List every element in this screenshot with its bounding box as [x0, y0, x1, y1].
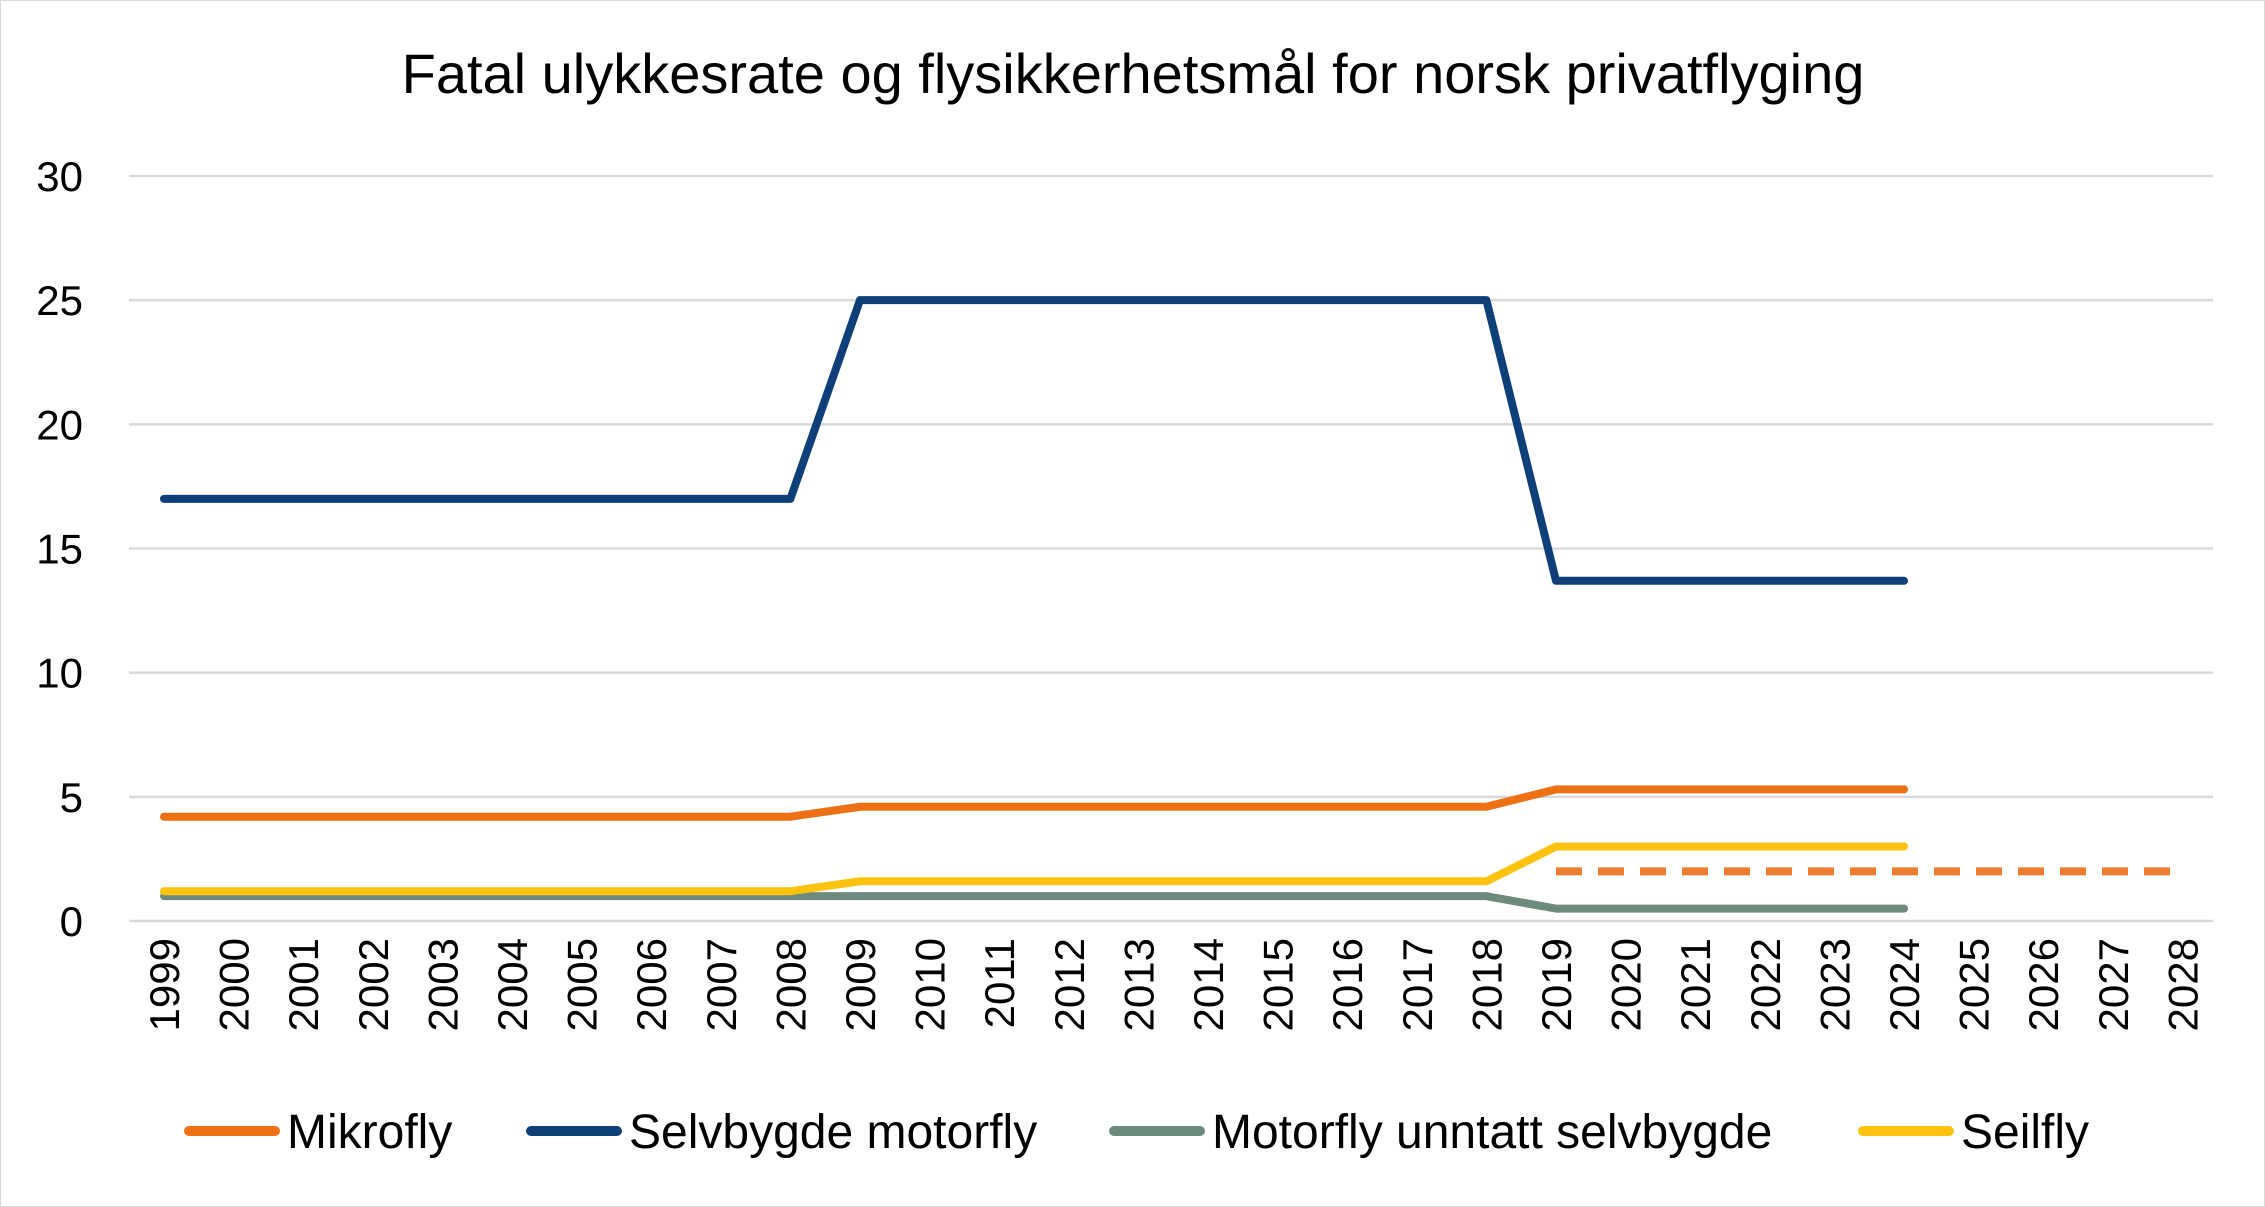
- y-tick-label: 30: [36, 153, 83, 200]
- x-tick-label: 2019: [1533, 938, 1580, 1031]
- x-tick-label: 2011: [976, 938, 1023, 1028]
- x-tick-label: 2002: [350, 938, 397, 1031]
- legend-label: Mikrofly: [287, 1106, 452, 1159]
- legend-label: Seilfly: [1961, 1106, 2089, 1159]
- x-tick-label: 1999: [141, 938, 188, 1031]
- x-tick-label: 2022: [1742, 938, 1789, 1031]
- x-tick-label: 2025: [1951, 938, 1998, 1031]
- x-tick-label: 2008: [767, 938, 814, 1031]
- x-tick-label: 2018: [1463, 938, 1510, 1031]
- x-tick-label: 2023: [1811, 938, 1858, 1031]
- x-tick-label: 2021: [1672, 938, 1719, 1031]
- x-axis: 1999 2000 2001 2002 2003 2004 2005 2006 2007 2008…: [141, 938, 2206, 1031]
- series-line-seilfly: [160, 842, 1908, 896]
- x-tick-label: 2004: [489, 938, 536, 1031]
- x-tick-label: 2003: [419, 938, 466, 1031]
- x-tick-label: 2015: [1255, 938, 1302, 1031]
- y-axis: 0 5 10 15 20 25 30: [36, 153, 83, 945]
- y-tick-label: 0: [60, 898, 83, 945]
- x-tick-label: 2020: [1603, 938, 1650, 1031]
- x-tick-label: 2010: [907, 938, 954, 1031]
- x-tick-label: 2009: [837, 938, 884, 1031]
- x-tick-label: 2001: [280, 938, 327, 1031]
- legend-label: Selvbygde motorfly: [629, 1106, 1037, 1159]
- x-tick-label: 2027: [2090, 938, 2137, 1031]
- x-tick-label: 2012: [1046, 938, 1093, 1031]
- legend: Mikrofly Selvbygde motorfly Motorfly unnta…: [184, 1106, 2089, 1159]
- y-tick-label: 5: [60, 774, 83, 821]
- y-tick-label: 10: [36, 650, 83, 697]
- x-tick-label: 2024: [1881, 938, 1928, 1031]
- series-layer: [160, 296, 2183, 913]
- y-tick-label: 20: [36, 401, 83, 448]
- x-tick-label: 2014: [1185, 938, 1232, 1031]
- x-tick-label: 2013: [1115, 938, 1162, 1031]
- x-tick-label: 2006: [628, 938, 675, 1031]
- x-tick-label: 2017: [1394, 938, 1441, 1031]
- x-tick-label: 2028: [2159, 938, 2206, 1031]
- series-line-motorfly-unntatt-selvbygde: [160, 892, 1908, 913]
- series-line-mikrofly: [160, 785, 1908, 821]
- legend-label: Motorfly unntatt selvbygde: [1212, 1106, 1772, 1159]
- y-tick-label: 25: [36, 277, 83, 324]
- x-tick-label: 2005: [559, 938, 606, 1031]
- x-tick-label: 2007: [698, 938, 745, 1031]
- series-line-selvbygde-motorfly: [160, 296, 1908, 585]
- x-tick-label: 2000: [211, 938, 258, 1031]
- chart-title: Fatal ulykkesrate og flysikkerhetsmål fo…: [402, 42, 1865, 105]
- x-tick-label: 2026: [2020, 938, 2067, 1031]
- x-tick-label: 2016: [1324, 938, 1371, 1031]
- y-tick-label: 15: [36, 526, 83, 573]
